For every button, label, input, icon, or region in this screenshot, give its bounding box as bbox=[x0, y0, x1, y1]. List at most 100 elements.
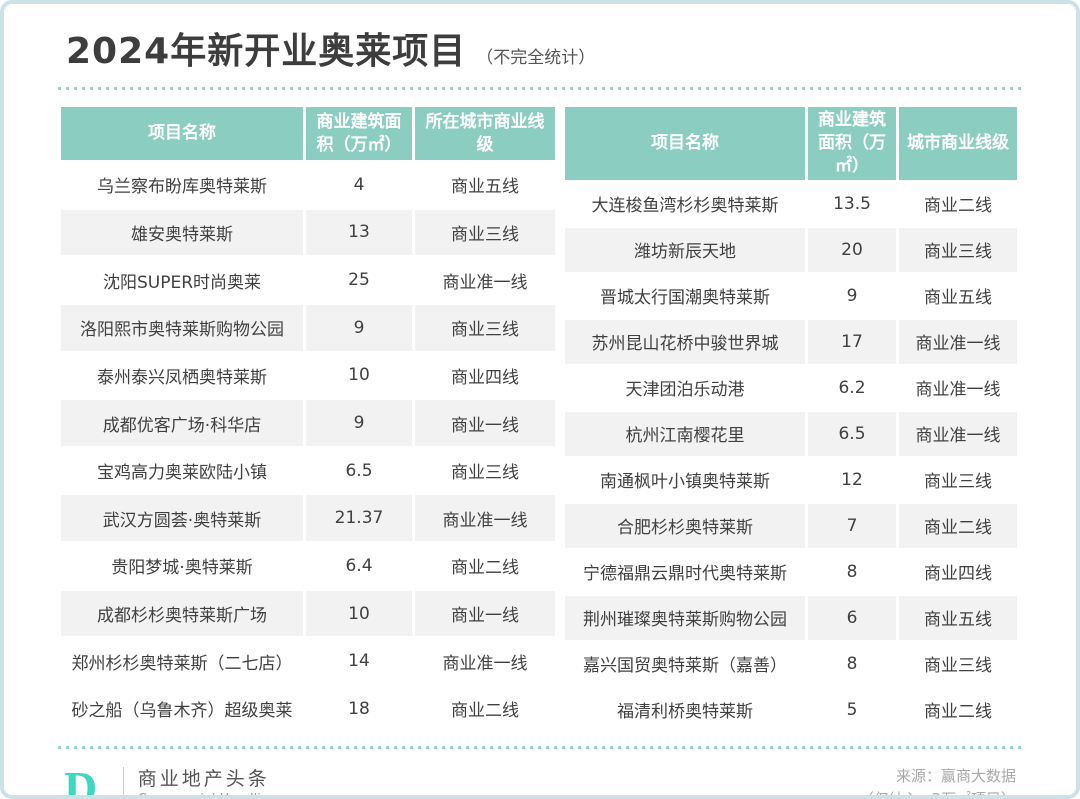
table-cell: 20 bbox=[808, 227, 896, 272]
table-row: 南通枫叶小镇奥特莱斯 12 商业三线 bbox=[565, 457, 1017, 502]
table-cell: 14 bbox=[306, 638, 412, 685]
table-header-right: 项目名称 商业建筑面积（万㎡） 城市商业线级 bbox=[565, 107, 1017, 180]
table-cell: 商业一线 bbox=[415, 400, 555, 446]
table-cell: 宝鸡高力奥莱欧陆小镇 bbox=[61, 447, 303, 494]
table-cell: 商业二线 bbox=[899, 503, 1017, 548]
brand-logo: D. bbox=[64, 762, 111, 799]
table-cell: 6.5 bbox=[306, 447, 412, 494]
table-cell: 商业二线 bbox=[899, 687, 1017, 732]
table-cell: 苏州昆山花桥中骏世界城 bbox=[565, 319, 805, 364]
page-title: 2024年新开业奥莱项目 （不完全统计） bbox=[66, 22, 1022, 74]
table-row: 潍坊新辰天地 20 商业三线 bbox=[565, 227, 1017, 272]
table-row: 雄安奥特莱斯 13 商业三线 bbox=[61, 209, 555, 256]
table-cell: 商业五线 bbox=[415, 162, 555, 208]
table-cell: 贵阳梦城·奥特莱斯 bbox=[61, 543, 303, 589]
table-row: 成都杉杉奥特莱斯广场 10 商业一线 bbox=[61, 590, 555, 637]
table-row: 武汉方圆荟·奥特莱斯 21.37 商业准一线 bbox=[61, 495, 555, 542]
table-cell: 砂之船（乌鲁木齐）超级奥莱 bbox=[61, 686, 303, 732]
table-row: 沈阳SUPER时尚奥莱 25 商业准一线 bbox=[61, 257, 555, 303]
table-body-left: 乌兰察布盼库奥特莱斯 4 商业五线 雄安奥特莱斯 13 商业三线 沈阳SUPER时尚奥莱 25… bbox=[61, 162, 555, 732]
table-cell: 商业三线 bbox=[899, 457, 1017, 502]
table-row: 嘉兴国贸奥特莱斯（嘉善） 8 商业三线 bbox=[565, 641, 1017, 686]
table-header-left: 项目名称 商业建筑面积（万㎡） 所在城市商业线级 bbox=[61, 107, 555, 160]
table-row: 贵阳梦城·奥特莱斯 6.4 商业二线 bbox=[61, 543, 555, 589]
table-cell: 嘉兴国贸奥特莱斯（嘉善） bbox=[565, 641, 805, 686]
divider-bottom bbox=[58, 745, 1022, 749]
table-cell: 商业三线 bbox=[415, 209, 555, 256]
table-cell: 福清利桥奥特莱斯 bbox=[565, 687, 805, 732]
table-row: 洛阳熙市奥特莱斯购物公园 9 商业三线 bbox=[61, 304, 555, 351]
table-cell: 9 bbox=[808, 273, 896, 318]
header-row: 项目名称 商业建筑面积（万㎡） 所在城市商业线级 bbox=[61, 107, 555, 160]
table-row: 合肥杉杉奥特莱斯 7 商业二线 bbox=[565, 503, 1017, 548]
table-cell: 雄安奥特莱斯 bbox=[61, 209, 303, 256]
table-row: 荆州璀璨奥特莱斯购物公园 6 商业五线 bbox=[565, 595, 1017, 640]
table-row: 乌兰察布盼库奥特莱斯 4 商业五线 bbox=[61, 162, 555, 208]
table-cell: 天津团泊乐动港 bbox=[565, 365, 805, 410]
table-cell: 商业准一线 bbox=[899, 319, 1017, 364]
table-cell: 商业五线 bbox=[899, 273, 1017, 318]
table-cell: 南通枫叶小镇奥特莱斯 bbox=[565, 457, 805, 502]
brand-name-cn: 商业地产头条 bbox=[137, 768, 270, 791]
table-cell: 商业三线 bbox=[415, 304, 555, 351]
table-cell: 13 bbox=[306, 209, 412, 256]
table-cell: 宁德福鼎云鼎时代奥特莱斯 bbox=[565, 549, 805, 594]
table-cell: 商业一线 bbox=[415, 590, 555, 637]
table-cell: 4 bbox=[306, 162, 412, 208]
table-cell: 商业四线 bbox=[899, 549, 1017, 594]
table-cell: 杭州江南樱花里 bbox=[565, 411, 805, 456]
table-row: 郑州杉杉奥特莱斯（二七店） 14 商业准一线 bbox=[61, 638, 555, 685]
table-row: 福清利桥奥特莱斯 5 商业二线 bbox=[565, 687, 1017, 732]
table-cell: 6 bbox=[808, 595, 896, 640]
table-row: 晋城太行国潮奥特莱斯 9 商业五线 bbox=[565, 273, 1017, 318]
table-cell: 7 bbox=[808, 503, 896, 548]
table-cell: 8 bbox=[808, 549, 896, 594]
table-cell: 9 bbox=[306, 304, 412, 351]
table-cell: 潍坊新辰天地 bbox=[565, 227, 805, 272]
table-cell: 商业二线 bbox=[899, 181, 1017, 226]
table-cell: 6.2 bbox=[808, 365, 896, 410]
table-cell: 商业三线 bbox=[899, 641, 1017, 686]
brand-block: D. 商业地产头条 Commercial Headline bbox=[64, 762, 277, 799]
table-row: 成都优客广场·科华店 9 商业一线 bbox=[61, 400, 555, 446]
table-row: 天津团泊乐动港 6.2 商业准一线 bbox=[565, 365, 1017, 410]
table-cell: 商业三线 bbox=[899, 227, 1017, 272]
brand-divider bbox=[122, 767, 124, 795]
table-cell: 6.5 bbox=[808, 411, 896, 456]
table-cell: 25 bbox=[306, 257, 412, 303]
table-cell: 成都杉杉奥特莱斯广场 bbox=[61, 590, 303, 637]
table-cell: 沈阳SUPER时尚奥莱 bbox=[61, 257, 303, 303]
table-cell: 大连梭鱼湾杉杉奥特莱斯 bbox=[565, 181, 805, 226]
table-cell: 18 bbox=[306, 686, 412, 732]
table-row: 大连梭鱼湾杉杉奥特莱斯 13.5 商业二线 bbox=[565, 181, 1017, 226]
col-header-project-name: 项目名称 bbox=[565, 107, 805, 180]
table-cell: 商业四线 bbox=[415, 352, 555, 399]
outlet-table-left: 项目名称 商业建筑面积（万㎡） 所在城市商业线级 乌兰察布盼库奥特莱斯 4 商业五线… bbox=[58, 105, 558, 734]
table-cell: 9 bbox=[306, 400, 412, 446]
table-row: 苏州昆山花桥中骏世界城 17 商业准一线 bbox=[565, 319, 1017, 364]
table-body-right: 大连梭鱼湾杉杉奥特莱斯 13.5 商业二线 潍坊新辰天地 20 商业三线 晋城太行国潮奥特莱… bbox=[565, 181, 1017, 732]
table-cell: 商业准一线 bbox=[415, 495, 555, 542]
col-header-area: 商业建筑面积（万㎡） bbox=[808, 107, 896, 180]
table-cell: 郑州杉杉奥特莱斯（二七店） bbox=[61, 638, 303, 685]
table-row: 砂之船（乌鲁木齐）超级奥莱 18 商业二线 bbox=[61, 686, 555, 732]
brand-text: 商业地产头条 Commercial Headline bbox=[137, 768, 277, 795]
table-cell: 21.37 bbox=[306, 495, 412, 542]
col-header-area: 商业建筑面积（万㎡） bbox=[306, 107, 412, 160]
source-note: 来源：赢商大数据 （仅纳入≥3万㎡项目） bbox=[859, 765, 1016, 795]
table-row: 泰州泰兴凤栖奥特莱斯 10 商业四线 bbox=[61, 352, 555, 399]
col-header-project-name: 项目名称 bbox=[61, 107, 303, 160]
table-cell: 商业准一线 bbox=[899, 365, 1017, 410]
table-cell: 洛阳熙市奥特莱斯购物公园 bbox=[61, 304, 303, 351]
table-cell: 商业五线 bbox=[899, 595, 1017, 640]
footer: D. 商业地产头条 Commercial Headline 来源：赢商大数据 （… bbox=[58, 762, 1022, 799]
table-cell: 13.5 bbox=[808, 181, 896, 226]
table-cell: 商业准一线 bbox=[415, 638, 555, 685]
table-cell: 荆州璀璨奥特莱斯购物公园 bbox=[565, 595, 805, 640]
table-cell: 17 bbox=[808, 319, 896, 364]
divider-top bbox=[58, 87, 1022, 90]
table-cell: 乌兰察布盼库奥特莱斯 bbox=[61, 162, 303, 208]
outlet-table-right: 项目名称 商业建筑面积（万㎡） 城市商业线级 大连梭鱼湾杉杉奥特莱斯 13.5 商业… bbox=[562, 105, 1020, 734]
header-row: 项目名称 商业建筑面积（万㎡） 城市商业线级 bbox=[565, 107, 1017, 180]
